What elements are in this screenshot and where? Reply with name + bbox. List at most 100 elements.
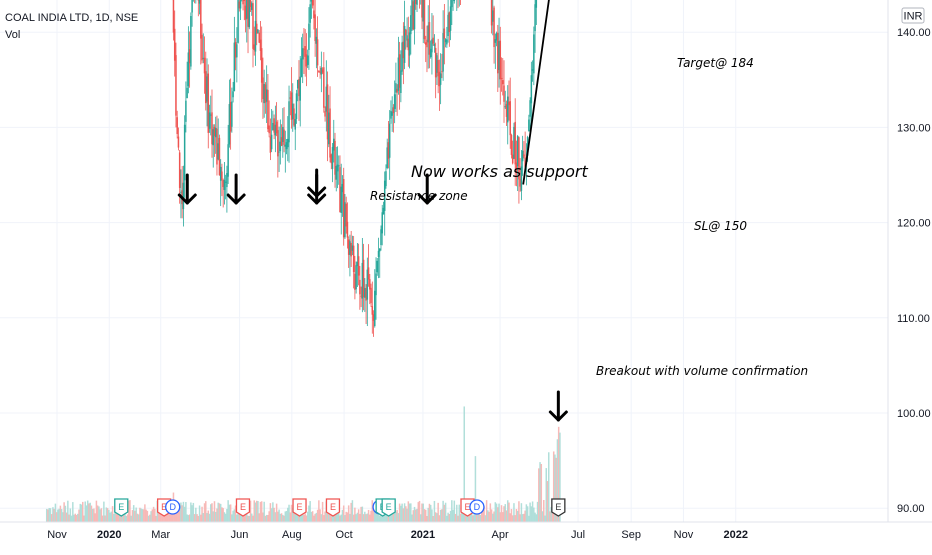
event-marker-4[interactable]: E xyxy=(293,499,306,516)
candle-body xyxy=(317,39,319,65)
event-marker-8[interactable]: E xyxy=(382,499,395,516)
arrow-1 xyxy=(179,175,195,203)
candle-body xyxy=(271,135,273,150)
candle-body xyxy=(381,212,383,233)
candle-body xyxy=(451,0,453,7)
candle-body xyxy=(257,30,259,33)
event-marker-label: E xyxy=(386,502,392,512)
x-tick-label: Nov xyxy=(674,529,694,541)
candle-body xyxy=(347,222,349,238)
candle-body xyxy=(178,137,180,148)
candle-body xyxy=(185,101,187,122)
candle-body xyxy=(323,67,325,107)
event-marker-10[interactable]: D xyxy=(470,500,484,514)
candle-body xyxy=(414,0,416,29)
candle-body xyxy=(533,34,535,73)
volume-indicator-label[interactable]: Vol xyxy=(5,29,20,41)
candle-body xyxy=(200,0,202,39)
x-tick-label: 2020 xyxy=(97,529,121,541)
candle-body xyxy=(186,88,188,98)
event-marker-2[interactable]: D xyxy=(166,500,180,514)
candle-body xyxy=(308,24,310,50)
candle-body xyxy=(379,249,381,252)
candle-body xyxy=(179,152,181,188)
candle-body xyxy=(204,58,206,74)
price-axis-bg xyxy=(888,0,932,550)
candle-body xyxy=(502,80,504,84)
candle-body xyxy=(296,93,298,119)
event-marker-label: D xyxy=(474,502,481,512)
candle-body xyxy=(236,44,238,57)
resistance-zone-label: Resistance zone xyxy=(370,189,468,203)
candle-body xyxy=(252,3,254,49)
event-marker-11[interactable]: E xyxy=(552,499,565,516)
arrow-3b xyxy=(309,170,325,196)
candle-body xyxy=(173,0,175,33)
x-tick-label: Jun xyxy=(231,529,249,541)
candle-body xyxy=(312,0,314,6)
candle-body xyxy=(338,165,340,166)
candle-body xyxy=(446,39,448,44)
candle-body xyxy=(355,265,357,289)
target-label: Target@ 184 xyxy=(677,56,754,70)
candle-body xyxy=(500,41,502,80)
candle-body xyxy=(450,6,452,30)
candle-body xyxy=(385,171,387,186)
x-tick-label: Apr xyxy=(492,529,509,541)
candle-body xyxy=(531,75,533,103)
arrow-breakout xyxy=(550,392,566,420)
event-marker-label: E xyxy=(297,502,303,512)
candle-body xyxy=(434,44,436,46)
candle-body xyxy=(523,154,525,156)
candle-body xyxy=(416,0,418,5)
event-marker-0[interactable]: E xyxy=(115,499,128,516)
symbol-title[interactable]: COAL INDIA LTD, 1D, NSE xyxy=(5,12,138,24)
arrows xyxy=(179,170,566,420)
candle-body xyxy=(432,38,434,44)
candle-body xyxy=(440,73,442,84)
candle-body xyxy=(240,0,242,9)
candle-body xyxy=(268,125,270,133)
candle-body xyxy=(278,152,280,153)
candle-body xyxy=(394,94,396,109)
candle-body xyxy=(389,124,391,158)
arrow-2 xyxy=(228,175,244,203)
candle-body xyxy=(378,251,380,257)
y-tick-label: 90.00 xyxy=(897,503,925,515)
event-marker-label: E xyxy=(118,502,124,512)
candle-body xyxy=(534,4,536,31)
x-tick-label: Jul xyxy=(571,529,585,541)
breakout-annotation: Breakout with volume confirmation xyxy=(596,364,808,378)
candle-body xyxy=(410,15,412,34)
event-marker-3[interactable]: E xyxy=(236,499,249,516)
x-tick-label: 2021 xyxy=(411,529,435,541)
candle-body xyxy=(288,101,290,142)
candle-body xyxy=(358,256,360,275)
candle-body xyxy=(374,291,376,326)
grid-lines xyxy=(0,0,888,522)
candle-body xyxy=(444,29,446,39)
candle-body xyxy=(375,274,377,296)
candle-body xyxy=(377,261,379,272)
candle-body xyxy=(191,0,193,12)
event-marker-5[interactable]: E xyxy=(326,499,339,516)
stop-loss-label: SL@ 150 xyxy=(694,219,747,233)
candle-body xyxy=(283,130,285,145)
candle-body xyxy=(309,4,311,23)
candle-body xyxy=(368,267,370,279)
candle-body xyxy=(536,0,538,8)
candle-body xyxy=(176,117,178,134)
event-marker-label: E xyxy=(240,502,246,512)
candle-body xyxy=(442,33,444,72)
candle-body xyxy=(294,119,296,130)
candle-body xyxy=(424,0,426,39)
candle-body xyxy=(201,35,203,60)
candle-body xyxy=(353,246,355,272)
candle-body xyxy=(400,70,402,93)
candle-body xyxy=(231,102,233,127)
candle-body xyxy=(329,108,331,157)
candle-body xyxy=(409,32,411,55)
